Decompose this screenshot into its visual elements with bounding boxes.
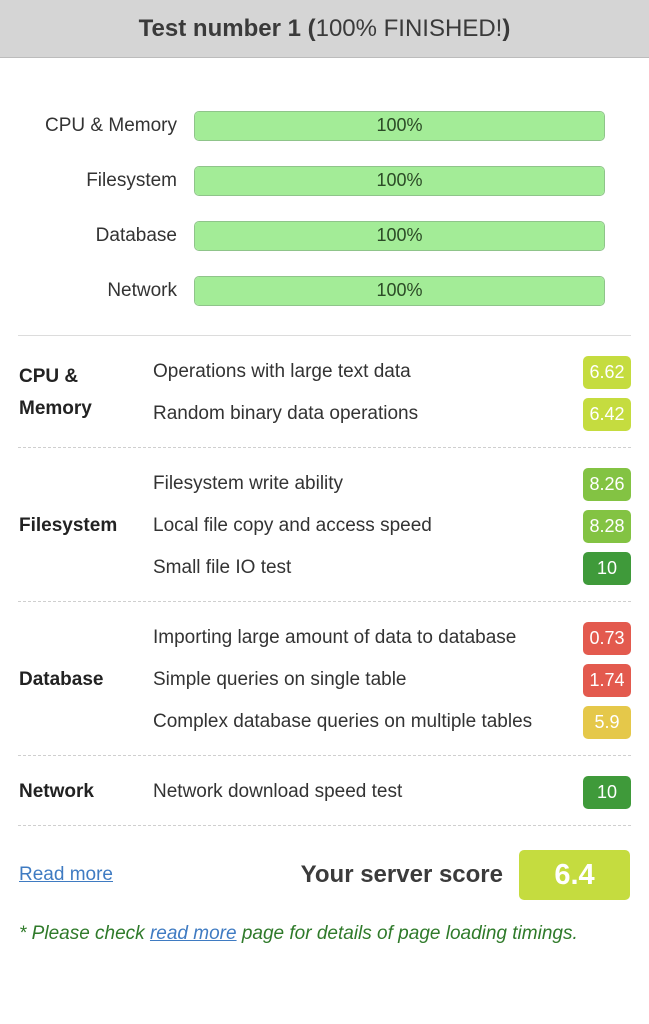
- score-badge: 6.62: [583, 355, 631, 389]
- group-divider: [18, 755, 631, 756]
- progress-label: Network: [107, 279, 177, 301]
- progress-fill: [195, 166, 604, 195]
- group-cpu-memory: CPU & Memory Operations with large text …: [0, 336, 649, 447]
- progress-row-cpu: CPU & Memory 100%: [0, 98, 649, 153]
- header-close-paren: ): [502, 14, 511, 42]
- progress-fill: [195, 276, 604, 305]
- group-network: Network Network download speed test 10: [0, 756, 649, 825]
- test-label: Importing large amount of data to databa…: [153, 627, 517, 648]
- group-title: Network: [19, 781, 94, 802]
- test-label: Small file IO test: [153, 557, 292, 578]
- list-item: Local file copy and access speed 8.28: [153, 505, 631, 547]
- progress-bar: 100%: [194, 110, 605, 141]
- group-divider: [18, 447, 631, 448]
- list-item: Filesystem write ability 8.26: [153, 463, 631, 505]
- progress-text: 100%: [376, 115, 423, 135]
- score-footer: Read more Your server score 6.4: [0, 826, 649, 900]
- server-score: Your server score 6.4: [301, 850, 630, 900]
- list-item: Complex database queries on multiple tab…: [153, 701, 631, 743]
- test-label: Local file copy and access speed: [153, 515, 432, 536]
- score-badge: 6.42: [583, 397, 631, 431]
- timing-note: * Please check read more page for detail…: [0, 900, 649, 950]
- progress-text: 100%: [376, 280, 423, 300]
- list-item: Importing large amount of data to databa…: [153, 617, 631, 659]
- test-header: Test number 1 (100% FINISHED!): [0, 0, 649, 58]
- server-score-label: Your server score: [300, 861, 503, 888]
- progress-section: CPU & Memory 100% Filesystem 100% Databa…: [0, 58, 649, 318]
- progress-row-filesystem: Filesystem 100%: [0, 153, 649, 208]
- progress-row-network: Network 100%: [0, 263, 649, 318]
- header-title: Test number 1 (: [138, 14, 316, 42]
- score-badge: 5.9: [583, 705, 631, 739]
- test-label: Operations with large text data: [153, 361, 411, 382]
- list-item: Simple queries on single table 1.74: [153, 659, 631, 701]
- test-label: Complex database queries on multiple tab…: [153, 711, 533, 732]
- progress-bar: 100%: [194, 275, 605, 306]
- group-database: Database Importing large amount of data …: [0, 602, 649, 755]
- score-badge: 1.74: [583, 663, 631, 697]
- score-badge: 0.73: [583, 621, 631, 655]
- section-divider: [18, 335, 631, 336]
- server-score-badge: 6.4: [519, 850, 630, 900]
- score-badge: 10: [583, 551, 631, 585]
- read-more-link[interactable]: Read more: [19, 864, 113, 885]
- group-title: CPU & Memory: [19, 366, 92, 419]
- progress-bar: 100%: [194, 220, 605, 251]
- progress-bar: 100%: [194, 165, 605, 196]
- test-label: Filesystem write ability: [153, 473, 344, 494]
- list-item: Small file IO test 10: [153, 547, 631, 589]
- progress-fill: [195, 221, 604, 250]
- list-item: Random binary data operations 6.42: [153, 393, 631, 435]
- note-prefix: * Please check: [19, 923, 150, 944]
- score-badge: 10: [583, 775, 631, 809]
- test-label: Simple queries on single table: [153, 669, 407, 690]
- header-status: 100% FINISHED!: [315, 14, 503, 42]
- list-item: Network download speed test 10: [153, 771, 631, 813]
- note-read-more-link[interactable]: read more: [149, 923, 237, 944]
- list-item: Operations with large text data 6.62: [153, 351, 631, 393]
- score-badge: 8.28: [583, 509, 631, 543]
- test-label: Network download speed test: [153, 781, 403, 802]
- progress-label: Database: [95, 224, 177, 246]
- group-title: Database: [19, 669, 104, 690]
- test-label: Random binary data operations: [153, 403, 419, 424]
- progress-row-database: Database 100%: [0, 208, 649, 263]
- progress-text: 100%: [376, 225, 423, 245]
- group-title: Filesystem: [19, 515, 118, 536]
- progress-fill: [195, 111, 604, 140]
- progress-text: 100%: [376, 170, 423, 190]
- group-filesystem: Filesystem Filesystem write ability 8.26…: [0, 448, 649, 601]
- score-badge: 8.26: [583, 467, 631, 501]
- progress-label: CPU & Memory: [45, 114, 177, 136]
- progress-label: Filesystem: [86, 169, 177, 191]
- group-divider: [18, 825, 631, 826]
- group-divider: [18, 601, 631, 602]
- note-suffix: page for details of page loading timings…: [236, 923, 578, 944]
